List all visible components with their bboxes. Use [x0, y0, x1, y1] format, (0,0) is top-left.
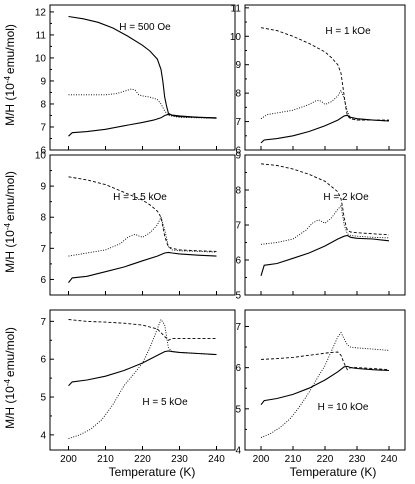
field-annotation: H = 2 kOe [323, 192, 369, 203]
y-tick-label: 7 [40, 244, 46, 255]
y-axis-label-middle: M/H (10-4 emu/mol) [3, 171, 18, 273]
field-annotation: H = 500 Oe [119, 22, 171, 33]
y-tick-label: 10 [35, 151, 47, 162]
y-axis-label-middle-post: emu/mol) [3, 171, 17, 221]
series-solid-curve [260, 234, 390, 276]
y-tick-label: 7 [235, 117, 241, 128]
y-tick-label: 6 [235, 146, 241, 157]
panel-2: 6 7 8 9 10 11 H = 1 kOe [230, 3, 406, 157]
y-axis-label-top-sup: -4 [3, 76, 12, 84]
series-dashed-curve [68, 319, 217, 341]
y-tick-label: 8 [235, 89, 241, 100]
x-tick-label: 220 [317, 454, 334, 465]
y-tick-label: 6 [40, 146, 46, 157]
y-axis-label-top-post: emu/mol) [3, 24, 17, 74]
panel-frame [244, 154, 406, 296]
series-solid-curve [260, 365, 390, 406]
y-tick-label: 4 [40, 430, 46, 441]
y-tick-label: 9 [235, 60, 241, 71]
series-dashed-curve [260, 163, 390, 236]
y-axis-label-bottom-post: emu/mol) [3, 327, 17, 377]
y-tick-label: 9 [40, 182, 46, 193]
y-axis-label-bottom: M/H (10-4 emu/mol) [3, 327, 18, 429]
y-tick-label: 8 [40, 213, 46, 224]
panel-4: 5 6 7 8 9 H = 2 kOe [235, 151, 406, 302]
series-dotted-curve [68, 318, 217, 440]
x-tick-label: 230 [349, 454, 366, 465]
chart-panels: 6 7 8 9 10 11 12 H = 500 Oe 6 7 8 9 10 11 H = 1 kOe 6 7 8… [35, 3, 406, 465]
series-solid-curve [68, 251, 217, 283]
x-tick-label: 200 [253, 454, 270, 465]
y-axis-label-middle-pre: M/H (10 [3, 230, 17, 273]
y-tick-label: 6 [40, 275, 46, 286]
y-tick-label: 11 [231, 3, 242, 14]
y-tick-label: 9 [235, 151, 241, 162]
y-tick-label: 6 [40, 355, 46, 366]
y-tick-label: 4 [235, 446, 241, 457]
y-tick-label: 10 [35, 53, 47, 64]
y-tick-label: 11 [36, 30, 47, 41]
y-tick-label: 7 [40, 317, 46, 328]
y-tick-label: 10 [230, 32, 242, 43]
panel-5: 4 5 6 7 200 210 220 230 240 H = 5 kOe [40, 309, 236, 465]
field-annotation: H = 1.5 kOe [113, 192, 167, 203]
series-dotted-curve [260, 331, 390, 439]
y-tick-label: 7 [235, 221, 241, 232]
y-tick-label: 6 [235, 363, 241, 374]
series-dotted-curve [260, 89, 390, 122]
x-axis-label-right: Temperature (K) [290, 465, 377, 479]
y-tick-label: 5 [235, 404, 241, 415]
field-annotation: H = 1 kOe [325, 26, 371, 37]
y-axis-label-bottom-sup: -4 [3, 379, 12, 387]
y-tick-label: 7 [40, 122, 46, 133]
x-tick-label: 240 [381, 454, 398, 465]
y-tick-label: 7 [235, 322, 241, 333]
y-axis-label-top-pre: M/H (10 [3, 83, 17, 126]
x-tick-label: 220 [134, 454, 151, 465]
field-annotation: H = 10 kOe [318, 402, 369, 413]
y-tick-label: 8 [235, 186, 241, 197]
field-annotation: H = 5 kOe [142, 397, 188, 408]
x-tick-label: 240 [208, 454, 225, 465]
series-dashed-curve [260, 27, 389, 121]
y-tick-label: 9 [40, 76, 46, 87]
x-axis-label-left: Temperature (K) [109, 465, 196, 479]
series-solid-curve [68, 350, 217, 387]
series-solid-curve [68, 15, 217, 119]
x-tick-label: 200 [60, 454, 77, 465]
y-tick-label: 5 [40, 393, 46, 404]
series-dashed-curve [260, 351, 390, 371]
y-axis-label-bottom-pre: M/H (10 [3, 386, 17, 429]
y-tick-label: 12 [35, 7, 47, 18]
panel-frame [49, 309, 236, 451]
y-tick-label: 5 [235, 291, 241, 302]
y-tick-label: 6 [235, 256, 241, 267]
series-dotted-curve [68, 88, 217, 119]
panel-frame [49, 154, 236, 296]
panel-1: 6 7 8 9 10 11 12 H = 500 Oe [35, 4, 236, 157]
series-solid-curve [260, 114, 390, 144]
y-axis-label-middle-sup: -4 [3, 223, 12, 231]
y-axis-label-top: M/H (10-4 emu/mol) [3, 24, 18, 126]
x-tick-label: 210 [97, 454, 114, 465]
x-tick-label: 230 [171, 454, 188, 465]
series-solid-curve [68, 113, 217, 137]
series-dashed-curve [68, 176, 217, 252]
series-dotted-curve [68, 215, 217, 257]
panel-6: 4 5 6 7 200 210 220 230 240 H = 10 kOe [235, 309, 406, 465]
panel-3: 6 7 8 9 10 H = 1.5 kOe [35, 151, 236, 296]
series-dotted-curve [260, 204, 390, 245]
y-tick-label: 8 [40, 99, 46, 110]
x-tick-label: 210 [285, 454, 302, 465]
